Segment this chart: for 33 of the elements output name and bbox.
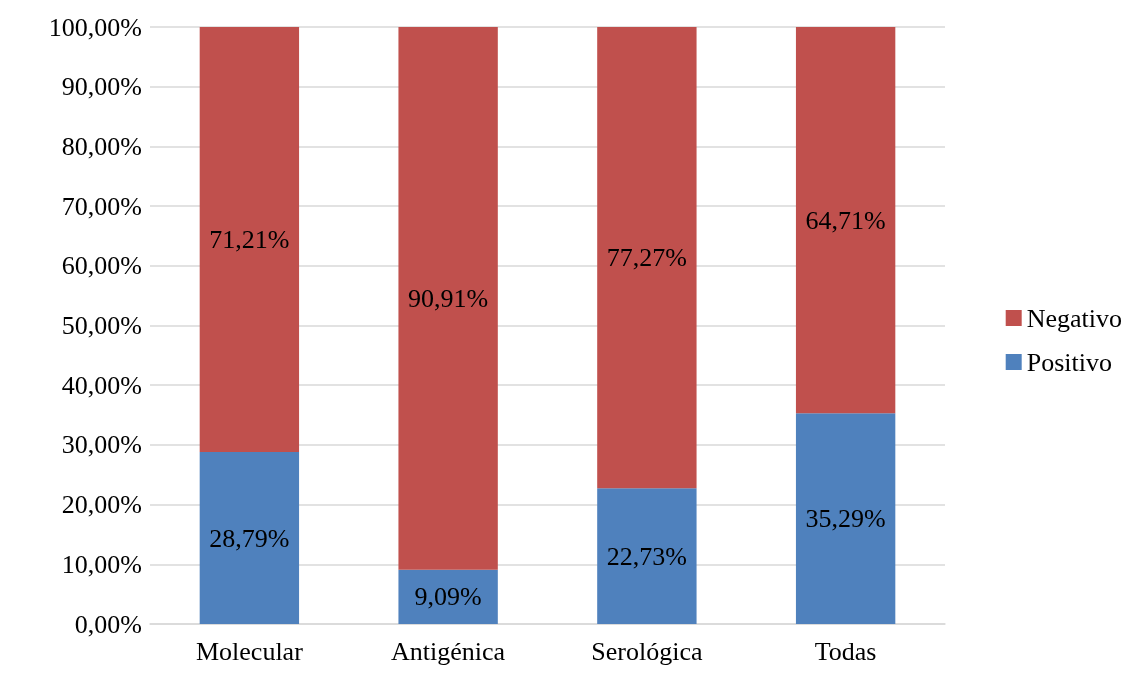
y-tick-label: 10,00% — [61, 549, 142, 579]
legend-label: Negativo — [1026, 303, 1123, 333]
y-tick-label: 80,00% — [61, 131, 142, 161]
bar — [199, 27, 300, 453]
y-tick-label: 0,00% — [74, 609, 142, 639]
x-tick-label: Molecular — [195, 636, 304, 666]
y-tick-label: 50,00% — [61, 311, 142, 340]
y-tick-label: 30,00% — [61, 430, 142, 460]
data-label: 64,71% — [805, 205, 886, 235]
bar — [597, 27, 697, 489]
y-tick-label: 90,00% — [61, 72, 142, 102]
y-tick-label: 40,00% — [61, 370, 142, 400]
bar — [199, 452, 300, 624]
legend-label: Positivo — [1026, 347, 1112, 377]
y-tick-label: 20,00% — [61, 490, 142, 520]
bar — [398, 27, 498, 570]
data-label: 77,27% — [606, 243, 687, 273]
y-tick-label: 70,00% — [61, 191, 142, 221]
bar — [597, 488, 697, 624]
data-label: 22,73% — [606, 541, 687, 571]
bar — [795, 413, 896, 624]
y-tick-label: 60,00% — [61, 251, 142, 281]
data-label: 28,79% — [209, 523, 290, 553]
x-tick-label: Serológica — [591, 636, 703, 666]
data-label: 71,21% — [209, 225, 290, 255]
x-tick-label: Antigénica — [391, 636, 506, 666]
data-label: 35,29% — [805, 504, 886, 534]
y-tick-label: 100,00% — [48, 12, 142, 42]
data-label: 9,09% — [414, 582, 482, 612]
x-tick-label: Todas — [814, 636, 877, 666]
bar — [398, 569, 498, 624]
data-label: 90,91% — [408, 283, 489, 313]
bar — [795, 27, 896, 414]
